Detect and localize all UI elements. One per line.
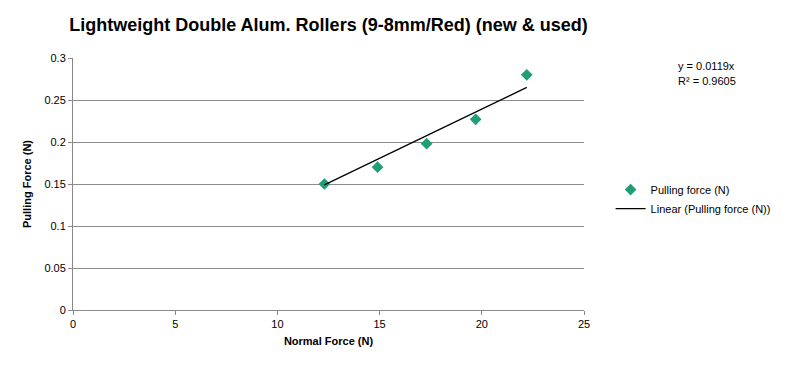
svg-text:Pulling Force (N): Pulling Force (N) [21, 140, 33, 228]
svg-text:0: 0 [70, 318, 76, 330]
svg-text:0.05: 0.05 [44, 262, 65, 274]
svg-text:0.15: 0.15 [44, 178, 65, 190]
svg-text:0.3: 0.3 [51, 52, 66, 64]
svg-text:15: 15 [373, 318, 385, 330]
svg-text:25: 25 [578, 318, 590, 330]
svg-text:0.1: 0.1 [51, 220, 66, 232]
svg-text:0.2: 0.2 [51, 136, 66, 148]
svg-text:20: 20 [476, 318, 488, 330]
svg-text:10: 10 [271, 318, 283, 330]
svg-text:Linear (Pulling force (N)): Linear (Pulling force (N)) [651, 203, 771, 215]
svg-text:5: 5 [172, 318, 178, 330]
svg-text:Normal Force (N): Normal Force (N) [284, 335, 374, 347]
svg-text:y = 0.0119x: y = 0.0119x [678, 60, 735, 72]
svg-text:0.25: 0.25 [44, 94, 65, 106]
svg-text:Lightweight Double Alum. Rolle: Lightweight Double Alum. Rollers (9-8mm/… [69, 15, 587, 35]
svg-text:0: 0 [60, 304, 66, 316]
svg-text:Pulling force (N): Pulling force (N) [651, 184, 730, 196]
svg-text:R² = 0.9605: R² = 0.9605 [678, 75, 736, 87]
